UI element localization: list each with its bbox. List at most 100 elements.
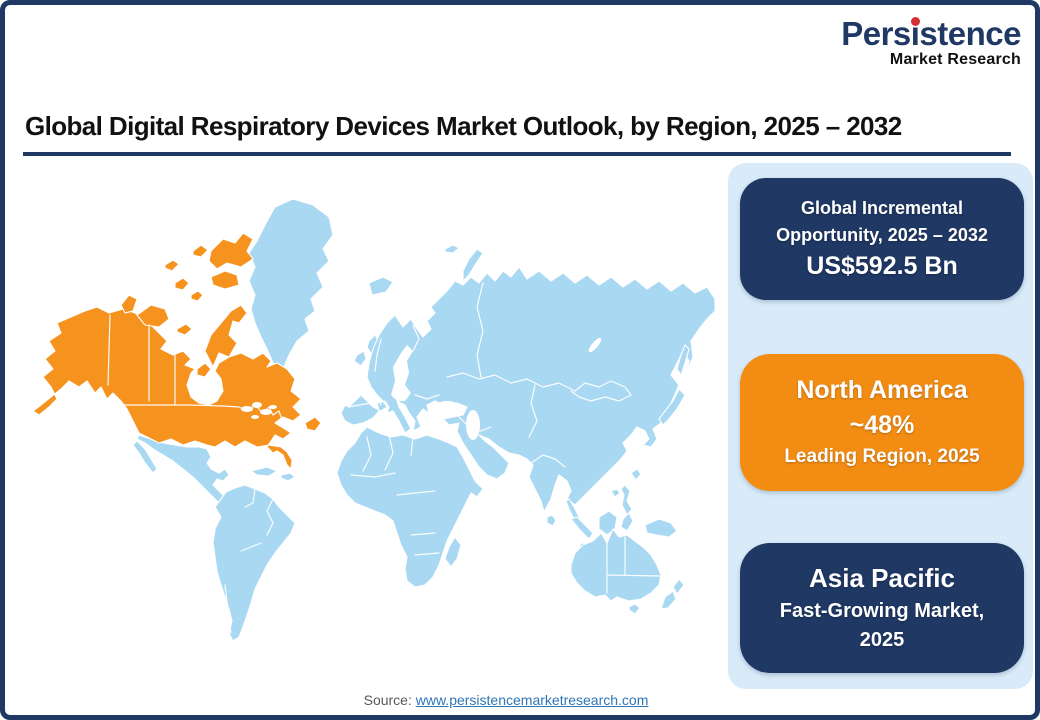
borders-africa-3 bbox=[410, 436, 414, 456]
map-region-hispaniola bbox=[280, 472, 296, 482]
island-newfoundland bbox=[304, 416, 322, 432]
source-line: Source: www.persistencemarketresearch.co… bbox=[5, 692, 1021, 708]
map-region-sakhalin bbox=[676, 344, 690, 376]
title-underline bbox=[23, 152, 1011, 156]
arctic-island-small-5 bbox=[176, 323, 193, 336]
map-region-north-america bbox=[32, 232, 322, 470]
map-region-new-guinea bbox=[644, 518, 678, 538]
brand-dot-icon bbox=[911, 17, 921, 26]
north-america-share: ~48% bbox=[849, 411, 915, 440]
arctic-island-baffin bbox=[204, 304, 248, 368]
borders-africa-6 bbox=[410, 532, 436, 536]
map-region-sulawesi bbox=[620, 512, 634, 532]
borders-middle-east-2 bbox=[458, 416, 468, 426]
north-america-title: North America bbox=[796, 376, 968, 405]
border-russia-kazakhstan bbox=[446, 372, 576, 392]
black-sea bbox=[435, 401, 459, 413]
arctic-island-southampton bbox=[196, 362, 212, 378]
world-map-svg bbox=[32, 198, 716, 642]
border-ural bbox=[476, 282, 484, 378]
borders-south-america-3 bbox=[224, 584, 232, 634]
arctic-island-devon bbox=[210, 270, 240, 290]
brand-text: Persistence bbox=[841, 17, 1021, 50]
borders-middle-east-1 bbox=[470, 424, 492, 432]
sidebar-panel: Global Incremental Opportunity, 2025 – 2… bbox=[728, 163, 1033, 689]
card-global-opportunity: Global Incremental Opportunity, 2025 – 2… bbox=[740, 178, 1024, 300]
great-lake-erie bbox=[269, 405, 277, 409]
north-america-subtitle: Leading Region, 2025 bbox=[784, 446, 980, 468]
arctic-island-small-2 bbox=[190, 290, 204, 302]
map-region-novaya-zemlya bbox=[462, 248, 484, 282]
world-map bbox=[15, 155, 723, 711]
source-label: Source: bbox=[363, 692, 412, 708]
caspian-sea bbox=[466, 410, 480, 440]
map-region-sumatra bbox=[570, 516, 594, 540]
border-india-china bbox=[530, 454, 566, 468]
borders-africa-7 bbox=[414, 552, 440, 556]
brand-word: Persistence bbox=[841, 15, 1021, 52]
card-asia-pacific: Asia Pacific Fast-Growing Market, 2025 bbox=[740, 543, 1024, 673]
borders-europe-4 bbox=[414, 394, 440, 400]
global-opportunity-value: US$592.5 Bn bbox=[806, 251, 958, 280]
map-region-madagascar bbox=[444, 536, 462, 568]
borders-africa-4 bbox=[350, 472, 396, 478]
map-region-japan bbox=[658, 388, 686, 426]
map-country-borders bbox=[107, 282, 661, 634]
borders-europe-3 bbox=[394, 392, 400, 404]
border-alaska-canada bbox=[107, 314, 111, 386]
card-north-america: North America ~48% Leading Region, 2025 bbox=[740, 354, 1024, 491]
borders-africa-5 bbox=[396, 490, 436, 496]
arctic-island-victoria bbox=[136, 304, 170, 328]
map-region-new-zealand-south bbox=[660, 590, 677, 610]
map-region-ireland bbox=[353, 350, 367, 367]
map-region-greenland bbox=[248, 198, 334, 370]
borders-europe-2 bbox=[376, 394, 382, 406]
map-region-tasmania bbox=[628, 603, 641, 615]
border-indochina bbox=[594, 486, 602, 512]
arctic-island-ellesmere bbox=[208, 232, 254, 270]
map-region-new-zealand-north bbox=[672, 578, 685, 595]
map-region-hainan bbox=[610, 488, 621, 498]
borders-south-america-1 bbox=[266, 498, 274, 536]
arctic-island-banks bbox=[120, 294, 138, 314]
borders-south-america-4 bbox=[240, 542, 262, 552]
source-link[interactable]: www.persistencemarketresearch.com bbox=[415, 692, 649, 708]
map-region-baja bbox=[132, 440, 158, 474]
brand-tagline: Market Research bbox=[889, 51, 1021, 68]
map-region-philippines bbox=[620, 484, 633, 516]
borders-africa-2 bbox=[384, 434, 394, 471]
borders-europe-5 bbox=[412, 324, 420, 352]
global-opportunity-line2: Opportunity, 2025 – 2032 bbox=[776, 224, 988, 245]
global-opportunity-line1: Global Incremental bbox=[800, 197, 964, 218]
map-region-australia bbox=[570, 528, 662, 602]
borders-europe-6 bbox=[374, 338, 382, 372]
map-region-sri-lanka bbox=[546, 514, 557, 527]
map-region-south-america bbox=[212, 484, 296, 642]
border-us-canada bbox=[120, 404, 282, 418]
asia-pacific-title: Asia Pacific bbox=[809, 563, 955, 594]
arctic-island-small-1 bbox=[174, 277, 190, 291]
asia-pacific-subtitle: Fast-Growing Market, 2025 bbox=[779, 599, 985, 651]
map-inland-seas bbox=[241, 337, 602, 440]
arctic-island-small-3 bbox=[164, 259, 180, 272]
lake-baikal bbox=[588, 337, 602, 353]
map-land-other-regions bbox=[132, 198, 716, 642]
border-china-central-asia bbox=[528, 384, 538, 438]
borders-europe-1 bbox=[348, 402, 372, 408]
page-title: Global Digital Respiratory Devices Marke… bbox=[25, 111, 902, 141]
north-america-mainland bbox=[32, 306, 302, 470]
great-lake-superior bbox=[241, 406, 253, 412]
borders-south-america-2 bbox=[244, 488, 256, 508]
map-region-taiwan bbox=[630, 468, 642, 481]
great-lake-huron bbox=[252, 402, 262, 408]
logo: Persistence Market Research bbox=[841, 17, 1021, 68]
border-mongolia bbox=[570, 380, 632, 402]
great-lake-michigan bbox=[251, 415, 259, 419]
map-region-iceland bbox=[368, 276, 394, 296]
arctic-island-small-4 bbox=[192, 244, 209, 258]
borders-australia-2 bbox=[606, 574, 661, 577]
baltic-sea bbox=[391, 345, 413, 401]
map-region-mexico bbox=[136, 434, 238, 512]
map-region-cuba bbox=[250, 466, 278, 477]
